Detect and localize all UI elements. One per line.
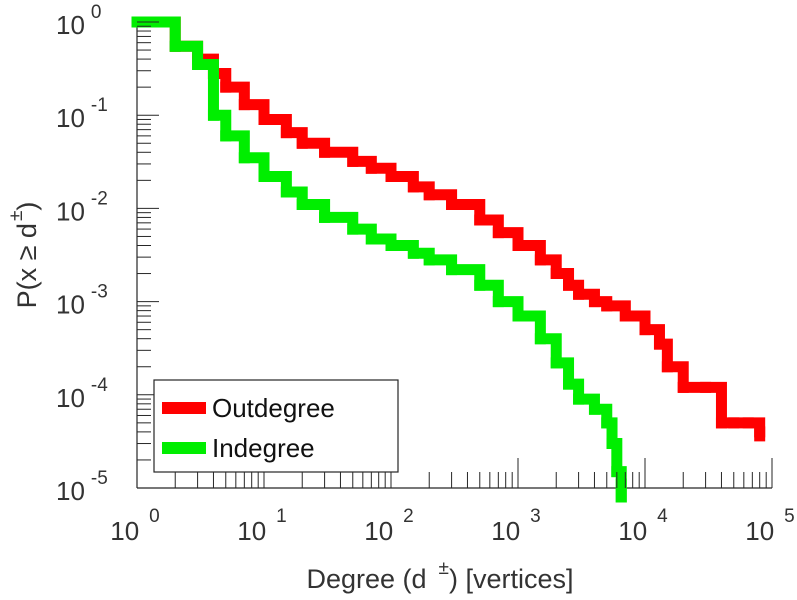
series-outdegree-line — [131, 16, 766, 442]
y-tick-base: 10 — [56, 476, 85, 506]
series-indegree-step — [207, 109, 232, 142]
y-tick-base: 10 — [56, 103, 85, 133]
y-tick-base: 10 — [56, 383, 85, 413]
y-tick-exponent: -1 — [91, 95, 108, 116]
svg-text:10-5: 10 -5 — [56, 468, 108, 506]
y-tick-exponent: 0 — [91, 2, 102, 23]
svg-text:100: 10 0 — [56, 2, 102, 40]
series-layer — [131, 16, 766, 503]
series-outdegree-step — [653, 338, 673, 373]
y-axis-title: P(x ≥ d±) — [6, 202, 42, 309]
x-tick-base: 10 — [110, 516, 139, 546]
y-tick-exponent: -5 — [91, 468, 108, 489]
x-tick-exponent: 5 — [784, 506, 795, 527]
y-tick-label: 10 -3 — [56, 282, 108, 320]
svg-text:101: 10 1 — [237, 506, 287, 546]
x-axis-title: Degree (d ±) [vertices] — [306, 558, 573, 594]
x-tick-exponent: 2 — [403, 506, 414, 527]
x-tick-base: 10 — [364, 516, 393, 546]
series-indegree-step — [601, 417, 618, 450]
series-outdegree-step — [220, 81, 250, 111]
y-tick-base: 10 — [56, 290, 85, 320]
x-tick-label: 10 2 — [364, 506, 414, 546]
legend-item-indegree: Indegree — [162, 433, 315, 463]
ticks-layer — [136, 21, 773, 489]
series-outdegree-step — [700, 381, 727, 429]
legend-box — [153, 379, 399, 473]
y-tick-label: 10 -2 — [56, 188, 108, 226]
legend-item-outdegree: Outdegree — [162, 393, 335, 423]
x-tick-base: 10 — [491, 516, 520, 546]
legend: Outdegree Indegree — [153, 379, 399, 473]
y-tick-exponent: -4 — [91, 375, 108, 396]
y-tick-label: 10 -4 — [56, 375, 108, 413]
y-tick-label: 10 0 — [56, 2, 102, 40]
series-indegree-step — [169, 40, 204, 70]
x-tick-base: 10 — [237, 516, 266, 546]
x-tick-exponent: 3 — [530, 506, 541, 527]
y-tick-label: 10 -1 — [56, 95, 108, 133]
svg-text:105: 10 5 — [745, 506, 795, 546]
series-indegree-step — [220, 130, 250, 164]
series-indegree-step — [534, 333, 562, 369]
legend-label: Outdegree — [212, 393, 335, 423]
plot-area — [136, 22, 772, 489]
svg-text:10-4: 10 -4 — [56, 375, 108, 413]
x-tick-label: 10 1 — [237, 506, 287, 546]
x-tick-exponent: 0 — [149, 506, 160, 527]
series-indegree-step — [238, 152, 270, 182]
x-tick-label: 10 5 — [745, 506, 795, 546]
svg-text:102: 10 2 — [364, 506, 414, 546]
legend-label: Indegree — [212, 433, 315, 463]
x-tick-label: 10 4 — [618, 506, 668, 546]
series-outdegree-step — [661, 361, 689, 393]
series-indegree-line — [131, 16, 627, 503]
svg-text:104: 10 4 — [618, 506, 668, 546]
y-tick-exponent: -2 — [91, 188, 108, 209]
svg-text:10-1: 10 -1 — [56, 95, 108, 133]
y-tick-base: 10 — [56, 10, 85, 40]
labels-layer: 10 0 10 1 10 2 10 3 10 4 10 510 010 -110 -210 -310 -410-… — [6, 2, 795, 594]
y-tick-label: 10 -5 — [56, 468, 108, 506]
x-tick-label: 10 0 — [110, 506, 160, 546]
x-tick-base: 10 — [618, 516, 647, 546]
series-indegree-step — [192, 58, 219, 121]
series-indegree-step — [550, 357, 575, 390]
x-tick-exponent: 1 — [276, 506, 287, 527]
x-tick-base: 10 — [745, 516, 774, 546]
y-tick-exponent: -3 — [91, 282, 108, 303]
x-tick-exponent: 4 — [657, 506, 668, 527]
y-tick-base: 10 — [56, 196, 85, 226]
svg-text:100: 10 0 — [110, 506, 160, 546]
svg-text:10-3: 10 -3 — [56, 282, 108, 320]
x-tick-label: 10 3 — [491, 506, 541, 546]
series-indegree-step — [512, 310, 546, 345]
svg-text:10-2: 10 -2 — [56, 188, 108, 226]
series-indegree-step — [606, 438, 623, 478]
svg-text:103: 10 3 — [491, 506, 541, 546]
